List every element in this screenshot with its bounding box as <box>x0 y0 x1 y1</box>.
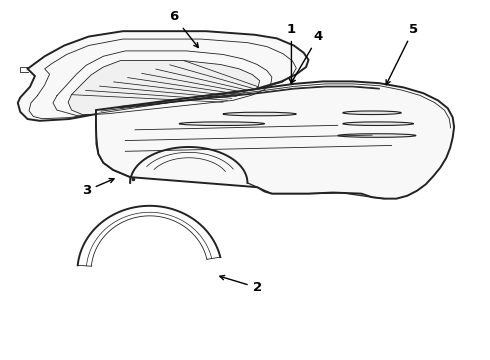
Text: 2: 2 <box>220 275 262 294</box>
Text: 4: 4 <box>291 30 323 83</box>
Polygon shape <box>96 81 454 199</box>
Ellipse shape <box>223 112 296 116</box>
Ellipse shape <box>179 122 265 126</box>
Ellipse shape <box>338 134 416 137</box>
Text: 1: 1 <box>287 23 296 83</box>
Ellipse shape <box>343 122 414 126</box>
Polygon shape <box>68 60 260 115</box>
Ellipse shape <box>343 111 401 114</box>
Text: 6: 6 <box>170 10 198 48</box>
Polygon shape <box>18 31 309 121</box>
Text: 3: 3 <box>81 179 114 197</box>
Text: 5: 5 <box>386 23 418 85</box>
